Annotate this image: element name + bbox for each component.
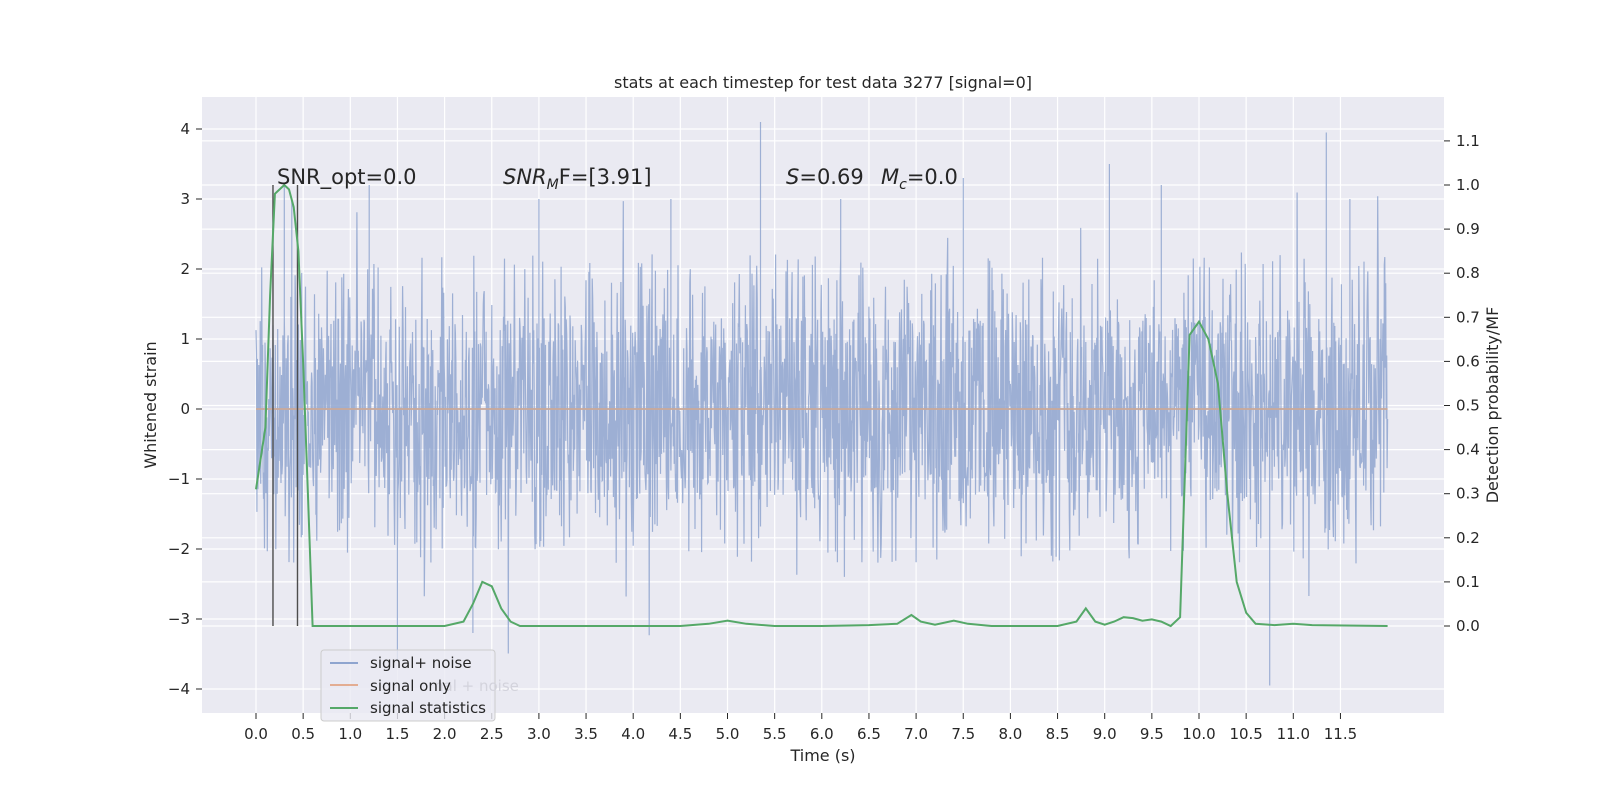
y-right-tick-label: 0.8 <box>1456 264 1480 282</box>
series-signal-statistics <box>255 183 1388 628</box>
y-axis-ticks: 4 3 2 1 0 −1 −2 −3 −4 <box>168 120 202 698</box>
x-tick-label: 9.5 <box>1140 725 1164 743</box>
x-tick-label: 2.5 <box>480 725 504 743</box>
y-tick-label: −2 <box>168 540 190 558</box>
legend-label-signal: signal only <box>370 677 451 695</box>
marker-lines <box>272 185 299 626</box>
x-tick-label: 7.5 <box>951 725 975 743</box>
x-tick-label: 4.5 <box>668 725 692 743</box>
y-tick-label: −3 <box>168 610 190 628</box>
y-right-axis-label: Detection probability/MF <box>1483 307 1502 504</box>
legend-hidden-text: nal + noise <box>434 677 519 695</box>
x-tick-label: 6.5 <box>857 725 881 743</box>
x-tick-label: 5.5 <box>763 725 787 743</box>
snr-mf-subscript: M <box>547 177 559 193</box>
legend-box <box>320 649 496 722</box>
x-tick-label: 3.0 <box>527 725 551 743</box>
s-symbol: S <box>786 165 799 189</box>
y-tick-label: 4 <box>180 120 190 138</box>
x-tick-label: 1.0 <box>338 725 362 743</box>
y-tick-label: −4 <box>168 680 190 698</box>
x-tick-label: 6.0 <box>810 725 834 743</box>
statistics-line <box>255 183 1388 628</box>
x-tick-label: 8.0 <box>998 725 1022 743</box>
y-right-tick-label: 1.0 <box>1456 176 1480 194</box>
mc-value: =0.0 <box>907 165 958 189</box>
x-tick-label: 8.5 <box>1046 725 1070 743</box>
x-tick-label: 11.0 <box>1277 725 1310 743</box>
x-axis-label: Time (s) <box>789 746 855 765</box>
x-tick-label: 5.0 <box>716 725 740 743</box>
y-tick-label: −1 <box>168 470 190 488</box>
x-tick-label: 10.5 <box>1229 725 1262 743</box>
x-tick-label: 3.5 <box>574 725 598 743</box>
y-right-tick-label: 0.7 <box>1456 308 1480 326</box>
y-right-tick-label: 0.3 <box>1456 485 1480 503</box>
x-tick-label: 11.5 <box>1324 725 1357 743</box>
x-tick-label: 4.0 <box>621 725 645 743</box>
snr-mf-value: F=[3.91] <box>559 165 652 189</box>
y-tick-label: 0 <box>180 400 190 418</box>
x-tick-label: 10.0 <box>1182 725 1215 743</box>
series-signal-plus-noise <box>255 122 1389 686</box>
y-right-axis-ticks: 1.1 1.0 0.9 0.8 0.7 0.6 0.5 0.4 0.3 0.2 0.1 0.0 <box>1444 132 1480 635</box>
annotation-s: S=0.69 <box>786 165 864 189</box>
annotation-mc: Mc=0.0 <box>881 165 958 193</box>
y-tick-label: 1 <box>180 330 190 348</box>
y-tick-label: 2 <box>180 260 190 278</box>
legend-label-noise: signal+ noise <box>370 654 472 672</box>
y-right-tick-label: 0.6 <box>1456 352 1480 370</box>
y-right-tick-label: 0.9 <box>1456 220 1480 238</box>
y-axis-label: Whitened strain <box>141 341 160 468</box>
snr-mf-symbol: SNR <box>503 165 547 189</box>
x-axis-ticks: 0.0 0.5 1.0 1.5 2.0 2.5 3.0 3.5 4.0 4.5 5.0 5.5 6.0 6… <box>244 713 1357 743</box>
s-value: =0.69 <box>799 165 863 189</box>
y-right-tick-label: 1.1 <box>1456 132 1480 150</box>
annotation-snr-mf: SNRMF=[3.91] <box>503 165 652 193</box>
x-tick-label: 0.5 <box>291 725 315 743</box>
x-tick-label: 2.0 <box>433 725 457 743</box>
x-tick-label: 7.0 <box>904 725 928 743</box>
x-tick-label: 0.0 <box>244 725 268 743</box>
legend: nal + noise signal+ noise signal only si… <box>320 649 519 722</box>
y-right-tick-label: 0.0 <box>1456 617 1480 635</box>
y-right-tick-label: 0.1 <box>1456 573 1480 591</box>
x-tick-label: 1.5 <box>386 725 410 743</box>
chart-title: stats at each timestep for test data 327… <box>614 73 1032 92</box>
y-right-tick-label: 0.4 <box>1456 441 1480 459</box>
y-right-tick-label: 0.5 <box>1456 397 1480 415</box>
mc-subscript: c <box>899 177 907 193</box>
legend-label-statistics: signal statistics <box>370 699 486 717</box>
x-tick-label: 9.0 <box>1093 725 1117 743</box>
noise-trace <box>255 122 1389 686</box>
y-tick-label: 3 <box>180 190 190 208</box>
annotation-snr-opt: SNR_opt=0.0 <box>277 165 417 190</box>
mc-symbol: M <box>881 165 899 189</box>
y-right-tick-label: 0.2 <box>1456 529 1480 547</box>
